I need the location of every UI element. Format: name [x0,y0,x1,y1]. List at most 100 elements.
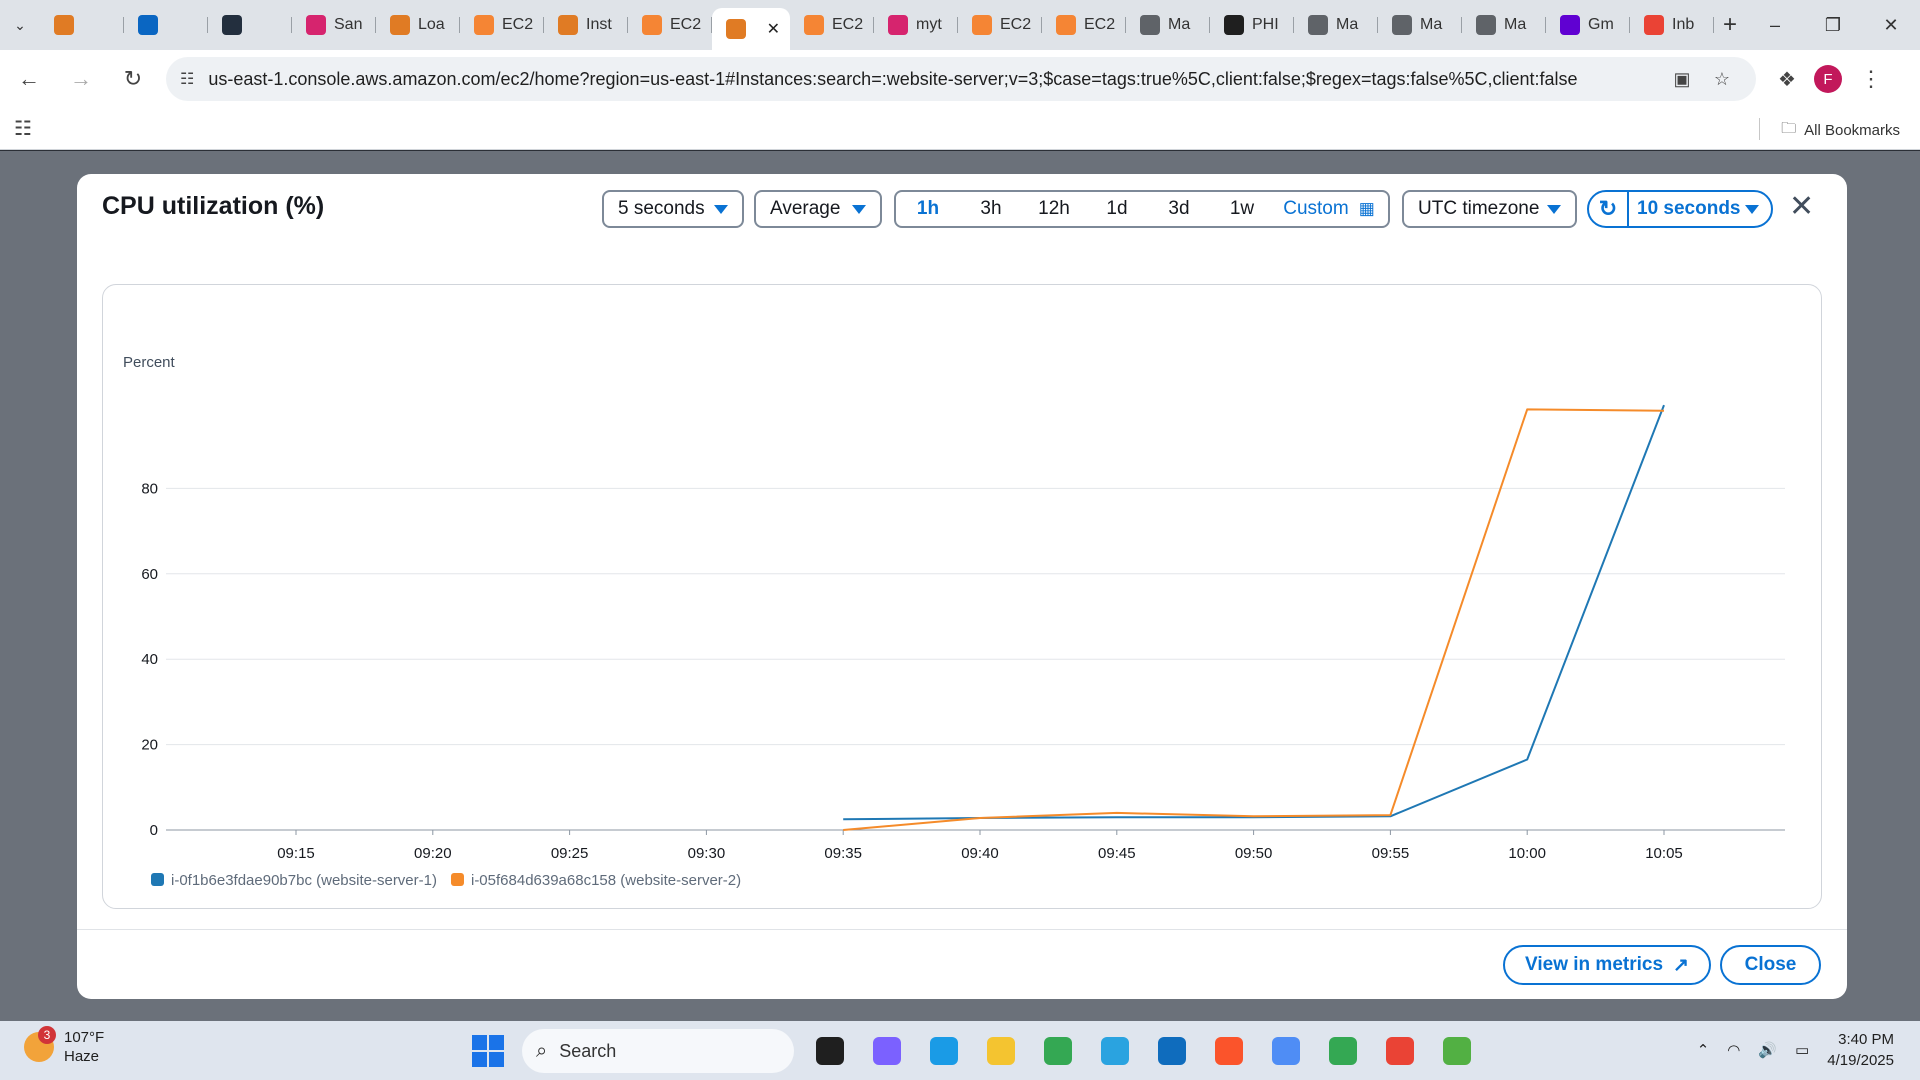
tab-label: Loa [418,16,445,33]
browser-tab[interactable]: myt [874,7,958,43]
range-3h[interactable]: 3h [980,198,1002,219]
cast-icon[interactable]: ▣ [1673,68,1691,89]
chrome-profile-2-icon [1386,1037,1414,1065]
close-button[interactable]: Close [1720,945,1821,985]
file-explorer-icon [987,1037,1015,1065]
browser-tab[interactable]: Gm [1546,7,1630,43]
view-in-metrics-button[interactable]: View in metrics ↗ [1503,945,1711,985]
apps-grid-icon[interactable]: ☷ [14,118,32,140]
task-view-app[interactable] [808,1029,852,1073]
x-tick-label: 09:25 [551,845,589,862]
globe-icon [1476,15,1496,35]
tab-label: San [334,16,363,33]
windows-logo-icon [472,1035,487,1050]
tab-label: Ma [1336,16,1359,33]
browser-tab[interactable]: PHI [1210,7,1294,43]
forward-button[interactable]: → [58,56,104,102]
chevron-up-icon[interactable]: ⌃ [1696,1042,1710,1059]
legend-label-2: i-05f684d639a68c158 (website-server-2) [471,872,741,889]
x-tick-label: 09:40 [961,845,999,862]
close-window-button[interactable]: ✕ [1883,14,1899,35]
period-select[interactable]: 5 seconds [602,190,744,228]
weather-temp: 107°F [64,1029,105,1046]
outlook-app[interactable] [1150,1029,1194,1073]
browser-tab[interactable]: EC2 [460,7,544,43]
browser-tab[interactable]: San [292,7,376,43]
profile-avatar[interactable]: F [1813,65,1842,93]
close-tab-icon[interactable]: ✕ [766,21,780,38]
browser-tab[interactable] [124,7,208,43]
taskbar-search[interactable]: ⌕ Search [522,1029,794,1073]
url-text: us-east-1.console.aws.amazon.com/ec2/hom… [208,68,1578,89]
refresh-button[interactable]: ↻ [1589,192,1629,226]
browser-tab[interactable]: EC2 [790,7,874,43]
browser-tab[interactable]: EC2 [1042,7,1126,43]
site-settings-icon[interactable]: ☷ [180,71,195,88]
chrome-profile-2-app[interactable] [1378,1029,1422,1073]
range-12h[interactable]: 12h [1038,198,1070,219]
aws-service-icon [726,19,746,39]
range-custom[interactable]: Custom ▦ [1274,198,1384,220]
weather-haze-icon: 3 [24,1026,56,1062]
back-button[interactable]: ← [6,56,52,102]
gemini-icon [1272,1037,1300,1065]
all-bookmarks-button[interactable]: 🗀 All Bookmarks [1781,118,1900,143]
extensions-icon[interactable]: ❖ [1778,68,1796,91]
range-1w[interactable]: 1w [1229,198,1255,219]
browser-tab[interactable]: Ma [1294,7,1378,43]
browser-tab[interactable]: ✕ [712,8,790,50]
wifi-icon[interactable]: ◠ [1727,1042,1741,1059]
file-explorer-app[interactable] [979,1029,1023,1073]
battery-icon[interactable]: ▭ [1795,1042,1810,1059]
browser-tab[interactable]: EC2 [958,7,1042,43]
brave-app[interactable] [1207,1029,1251,1073]
reload-button[interactable]: ↻ [110,56,156,102]
chrome-app[interactable] [1036,1029,1080,1073]
chrome-profile-app[interactable] [1321,1029,1365,1073]
x-tick-label: 09:20 [414,845,452,862]
network-app[interactable] [1435,1029,1479,1073]
browser-tab[interactable]: EC2 [628,7,712,43]
tab-search-button[interactable]: ⌄ [0,0,40,50]
bookmark-star-icon[interactable]: ☆ [1713,68,1731,89]
timezone-select[interactable]: UTC timezone [1402,190,1577,228]
weather-widget[interactable]: 3 107°F Haze [24,1026,105,1066]
browser-tab[interactable]: Inb [1630,7,1714,43]
refresh-interval-select[interactable]: 10 seconds [1637,198,1741,219]
statistic-value: Average [770,198,841,219]
range-1h[interactable]: 1h [916,198,940,219]
arrow-right-icon: → [70,66,92,91]
modal-title: CPU utilization (%) [102,192,325,220]
new-tab-button[interactable]: + [1722,11,1737,38]
edge-app[interactable] [922,1029,966,1073]
ec2-icon [1056,15,1076,35]
minimize-button[interactable]: – [1769,14,1780,35]
browser-tab[interactable]: Inst [544,7,628,43]
modal-close-button[interactable]: ✕ [1789,192,1814,222]
clock[interactable]: 3:40 PM 4/19/2025 [1827,1029,1894,1071]
browser-tab[interactable] [208,7,292,43]
browser-tab[interactable]: Ma [1126,7,1210,43]
x-tick-label: 09:45 [1098,845,1136,862]
browser-tab[interactable]: Ma [1378,7,1462,43]
browser-tab[interactable]: Ma [1462,7,1546,43]
tab-label: Ma [1420,16,1443,33]
telegram-app[interactable] [1093,1029,1137,1073]
gemini-app[interactable] [1264,1029,1308,1073]
linkedin-icon [138,15,158,35]
aws-service-icon [54,15,74,35]
statistic-select[interactable]: Average [754,190,882,228]
browser-tab[interactable]: Loa [376,7,460,43]
more-menu-icon[interactable]: ⋮ [1859,66,1882,91]
address-bar[interactable]: ☷ us-east-1.console.aws.amazon.com/ec2/h… [166,57,1756,101]
copilot-app[interactable] [865,1029,909,1073]
windows-taskbar: 3 107°F Haze ⌕ Search ⌃ ◠ 🔊 ▭ 3:40 PM 4/… [0,1021,1920,1080]
range-3d[interactable]: 3d [1168,198,1190,219]
browser-tab[interactable] [40,7,124,43]
start-button[interactable] [472,1035,504,1067]
series-line-2 [843,408,1665,831]
restore-button[interactable]: ❐ [1824,14,1842,35]
volume-icon[interactable]: 🔊 [1758,1042,1778,1059]
range-1d[interactable]: 1d [1106,198,1128,219]
y-tick-label: 60 [141,566,158,583]
